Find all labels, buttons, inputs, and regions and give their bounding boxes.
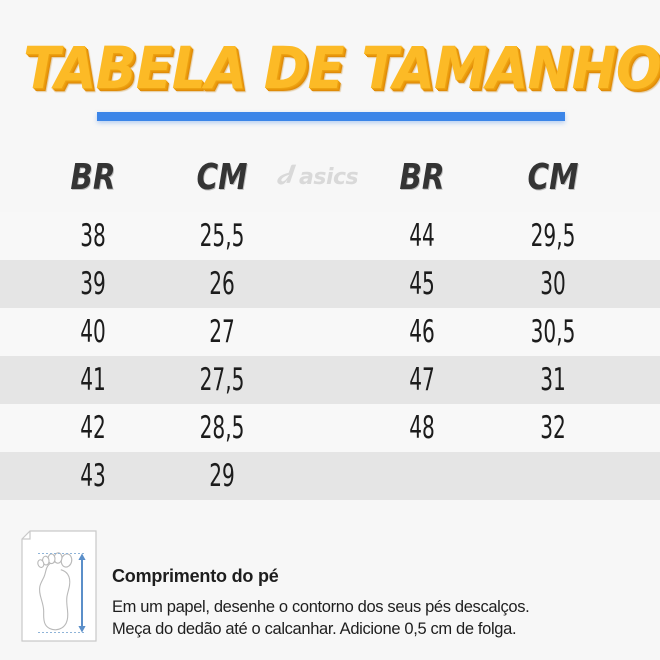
- svg-text:asics: asics: [299, 165, 359, 190]
- column-header-cm-left: CM: [196, 157, 248, 198]
- column-header-br-left: BR: [70, 157, 116, 198]
- cell-cm-right: 29,5: [530, 218, 576, 254]
- column-header-br-right: BR: [399, 157, 445, 198]
- cell-cm-right: 31: [540, 362, 566, 398]
- cell-br-left: 39: [80, 266, 106, 302]
- cell-cm-left: 25,5: [199, 218, 245, 254]
- footer-text-block: Comprimento do pé Em um papel, desenhe o…: [112, 564, 652, 640]
- footer-title: Comprimento do pé: [112, 566, 279, 586]
- footer-line-2: Meça do dedão até o calcanhar. Adicione …: [112, 620, 517, 638]
- table-row: 41 27,5 47 31: [0, 356, 660, 404]
- cell-br-left: 43: [80, 458, 106, 494]
- cell-br-left: 42: [80, 410, 106, 446]
- cell-br-left: 38: [80, 218, 106, 254]
- table-header-row: BR CM BR CM: [0, 150, 660, 212]
- table-row: 42 28,5 48 32: [0, 404, 660, 452]
- title-underline-bar: [97, 112, 565, 121]
- cell-cm-left: 26: [209, 266, 235, 302]
- cell-br-right: 46: [409, 314, 435, 350]
- cell-cm-left: 29: [209, 458, 235, 494]
- cell-cm-right: 30: [540, 266, 566, 302]
- cell-cm-left: 27: [209, 314, 235, 350]
- cell-br-right: 48: [409, 410, 435, 446]
- cell-cm-right: 32: [540, 410, 566, 446]
- cell-cm-left: 28,5: [199, 410, 245, 446]
- page-title: TABELA DE TAMANHOS: [23, 34, 660, 102]
- column-header-cm-right: CM: [527, 157, 579, 198]
- cell-br-right: 44: [409, 218, 435, 254]
- table-row: 39 26 45 30: [0, 260, 660, 308]
- cell-br-left: 40: [80, 314, 106, 350]
- foot-measure-icon: [10, 528, 106, 648]
- cell-cm-right: 30,5: [530, 314, 576, 350]
- cell-cm-left: 27,5: [199, 362, 245, 398]
- cell-br-right: 47: [409, 362, 435, 398]
- size-table: BR CM BR CM 38 25,5 44 29,5 39 26 45 30 …: [0, 150, 660, 500]
- table-row: 38 25,5 44 29,5: [0, 212, 660, 260]
- cell-br-right: 45: [409, 266, 435, 302]
- table-row: 40 27 46 30,5: [0, 308, 660, 356]
- footer-instructions: Comprimento do pé Em um papel, desenhe o…: [0, 520, 660, 660]
- asics-logo: asics: [277, 160, 385, 194]
- cell-br-left: 41: [80, 362, 106, 398]
- table-row: 43 29: [0, 452, 660, 500]
- title-area: TABELA DE TAMANHOS: [0, 0, 660, 140]
- footer-line-1: Em um papel, desenhe o contorno dos seus…: [112, 598, 530, 616]
